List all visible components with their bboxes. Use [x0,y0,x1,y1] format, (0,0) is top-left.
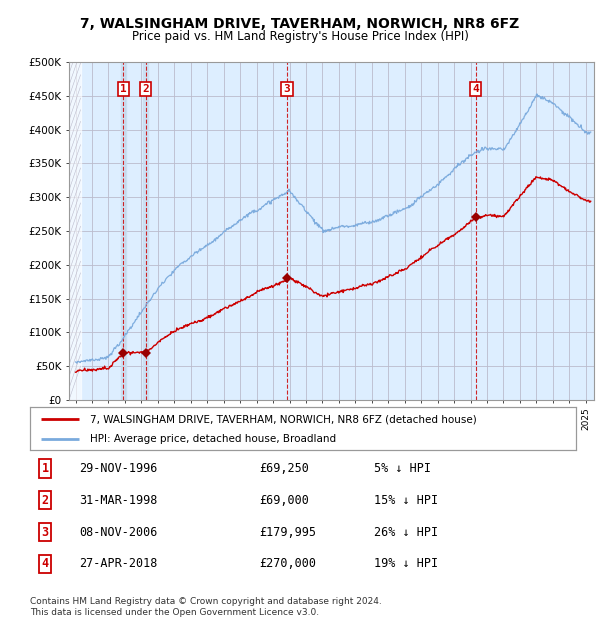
Text: 3: 3 [42,526,49,539]
Text: 4: 4 [42,557,49,570]
Text: 1: 1 [42,462,49,475]
Text: 31-MAR-1998: 31-MAR-1998 [79,494,158,507]
Text: £69,000: £69,000 [259,494,309,507]
Text: 3: 3 [284,84,290,94]
Text: £270,000: £270,000 [259,557,316,570]
Text: £69,250: £69,250 [259,462,309,475]
Bar [69,62,80,400]
Text: 7, WALSINGHAM DRIVE, TAVERHAM, NORWICH, NR8 6FZ: 7, WALSINGHAM DRIVE, TAVERHAM, NORWICH, … [80,17,520,31]
Text: 7, WALSINGHAM DRIVE, TAVERHAM, NORWICH, NR8 6FZ (detached house): 7, WALSINGHAM DRIVE, TAVERHAM, NORWICH, … [90,414,477,424]
Text: Contains HM Land Registry data © Crown copyright and database right 2024.
This d: Contains HM Land Registry data © Crown c… [30,598,382,617]
Text: 15% ↓ HPI: 15% ↓ HPI [374,494,438,507]
Text: £179,995: £179,995 [259,526,316,539]
Text: 2: 2 [142,84,149,94]
Text: 27-APR-2018: 27-APR-2018 [79,557,158,570]
Text: 19% ↓ HPI: 19% ↓ HPI [374,557,438,570]
Bar [121,62,126,400]
Text: Price paid vs. HM Land Registry's House Price Index (HPI): Price paid vs. HM Land Registry's House … [131,30,469,43]
Text: 29-NOV-1996: 29-NOV-1996 [79,462,158,475]
Bar [143,62,148,400]
Text: 26% ↓ HPI: 26% ↓ HPI [374,526,438,539]
Text: 4: 4 [472,84,479,94]
Text: HPI: Average price, detached house, Broadland: HPI: Average price, detached house, Broa… [90,434,336,444]
Text: 08-NOV-2006: 08-NOV-2006 [79,526,158,539]
Text: 1: 1 [120,84,127,94]
Text: 5% ↓ HPI: 5% ↓ HPI [374,462,431,475]
Text: 2: 2 [42,494,49,507]
